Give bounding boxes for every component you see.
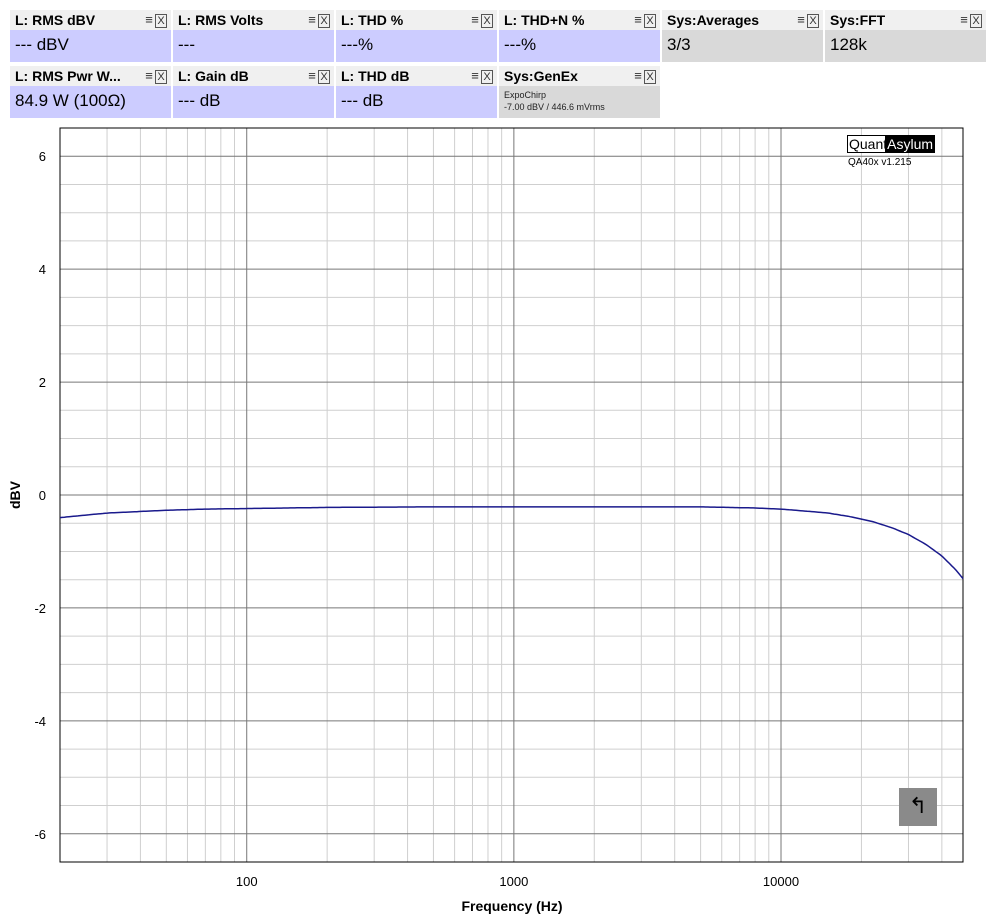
tile-value-area: 3/3 bbox=[662, 30, 823, 62]
tile-header: L: THD dB ≡ X bbox=[336, 66, 497, 86]
tile-header: Sys:GenEx ≡ X bbox=[499, 66, 660, 86]
measurement-tile: L: THD+N % ≡ X ---% bbox=[499, 10, 660, 62]
close-icon[interactable]: X bbox=[155, 14, 167, 28]
tile-value-area: --- dB bbox=[336, 86, 497, 118]
y-tick-label: -2 bbox=[34, 601, 46, 616]
tile-value-area: 128k bbox=[825, 30, 986, 62]
tile-header: L: RMS Pwr W... ≡ X bbox=[10, 66, 171, 86]
tile-title: L: Gain dB bbox=[178, 68, 249, 84]
logo-part-asylum: Asylum bbox=[885, 135, 936, 153]
y-tick-label: 6 bbox=[39, 149, 46, 164]
close-icon[interactable]: X bbox=[644, 70, 656, 84]
x-axis-label: Frequency (Hz) bbox=[461, 898, 562, 914]
close-icon[interactable]: X bbox=[481, 70, 493, 84]
tile-header: Sys:Averages ≡ X bbox=[662, 10, 823, 30]
tile-title: L: THD % bbox=[341, 12, 404, 28]
measurement-tile: Sys:GenEx ≡ X ExpoChirp -7.00 dBV / 446.6… bbox=[499, 66, 660, 118]
close-icon[interactable]: X bbox=[318, 14, 330, 28]
tile-header: L: THD % ≡ X bbox=[336, 10, 497, 30]
close-icon[interactable]: X bbox=[807, 14, 819, 28]
tile-value: 84.9 W (100Ω) bbox=[15, 91, 126, 110]
menu-icon[interactable]: ≡ bbox=[797, 12, 805, 27]
back-button[interactable]: ↰ bbox=[899, 788, 937, 826]
tile-value-area: ExpoChirp -7.00 dBV / 446.6 mVrms bbox=[499, 86, 660, 118]
tile-header: L: RMS Volts ≡ X bbox=[173, 10, 334, 30]
back-arrow-icon: ↰ bbox=[908, 793, 928, 818]
tile-title: L: THD+N % bbox=[504, 12, 585, 28]
tile-title: L: RMS dBV bbox=[15, 12, 96, 28]
tile-value: --- dBV bbox=[15, 35, 69, 54]
quantasylum-logo: QuantAsylum bbox=[847, 135, 936, 154]
measurement-tile: L: THD % ≡ X ---% bbox=[336, 10, 497, 62]
menu-icon[interactable]: ≡ bbox=[145, 68, 153, 83]
measurement-tile: L: Gain dB ≡ X --- dB bbox=[173, 66, 334, 118]
y-tick-label: -6 bbox=[34, 827, 46, 842]
tile-value-area: ---% bbox=[499, 30, 660, 62]
close-icon[interactable]: X bbox=[318, 70, 330, 84]
menu-icon[interactable]: ≡ bbox=[308, 12, 316, 27]
logo-part-quant: Quant bbox=[847, 135, 890, 153]
menu-icon[interactable]: ≡ bbox=[471, 12, 479, 27]
menu-icon[interactable]: ≡ bbox=[634, 12, 642, 27]
x-tick-label: 100 bbox=[236, 874, 258, 889]
menu-icon[interactable]: ≡ bbox=[634, 68, 642, 83]
tile-value-area: ---% bbox=[336, 30, 497, 62]
measurement-tile: L: RMS dBV ≡ X --- dBV bbox=[10, 10, 171, 62]
tile-header: Sys:FFT ≡ X bbox=[825, 10, 986, 30]
close-icon[interactable]: X bbox=[644, 14, 656, 28]
close-icon[interactable]: X bbox=[155, 70, 167, 84]
major-grid bbox=[60, 128, 963, 862]
y-axis-ticks: -6 -4 -2 0 2 4 6 bbox=[34, 149, 46, 842]
tile-title: L: RMS Pwr W... bbox=[15, 68, 121, 84]
y-tick-label: 0 bbox=[39, 488, 46, 503]
tile-title: Sys:Averages bbox=[667, 12, 760, 28]
tile-value: ---% bbox=[341, 35, 374, 54]
measurement-tile: Sys:Averages ≡ X 3/3 bbox=[662, 10, 823, 62]
tile-value: --- bbox=[178, 35, 195, 54]
tile-value: --- dB bbox=[341, 91, 384, 110]
tile-title: Sys:FFT bbox=[830, 12, 886, 28]
y-tick-label: 2 bbox=[39, 375, 46, 390]
tile-generator-type: ExpoChirp bbox=[504, 90, 547, 100]
measurement-tile: L: RMS Volts ≡ X --- bbox=[173, 10, 334, 62]
y-axis-label: dBV bbox=[7, 480, 23, 509]
x-tick-label: 1000 bbox=[499, 874, 528, 889]
tile-header: L: Gain dB ≡ X bbox=[173, 66, 334, 86]
tile-value-area: --- dBV bbox=[10, 30, 171, 62]
tile-value: --- dB bbox=[178, 91, 221, 110]
tile-title: L: RMS Volts bbox=[178, 12, 264, 28]
tile-title: L: THD dB bbox=[341, 68, 410, 84]
tile-value: 128k bbox=[830, 35, 867, 54]
response-curve bbox=[59, 506, 964, 580]
measurement-tile: Sys:FFT ≡ X 128k bbox=[825, 10, 986, 62]
tile-header: L: RMS dBV ≡ X bbox=[10, 10, 171, 30]
x-tick-label: 10000 bbox=[763, 874, 799, 889]
close-icon[interactable]: X bbox=[970, 14, 982, 28]
tile-value: ---% bbox=[504, 35, 537, 54]
menu-icon[interactable]: ≡ bbox=[308, 68, 316, 83]
menu-icon[interactable]: ≡ bbox=[960, 12, 968, 27]
menu-icon[interactable]: ≡ bbox=[471, 68, 479, 83]
measurement-tile: L: THD dB ≡ X --- dB bbox=[336, 66, 497, 118]
measurement-tile: L: RMS Pwr W... ≡ X 84.9 W (100Ω) bbox=[10, 66, 171, 118]
close-icon[interactable]: X bbox=[481, 14, 493, 28]
x-axis-ticks: 100 1000 10000 bbox=[236, 874, 799, 889]
y-tick-label: -4 bbox=[34, 714, 46, 729]
tile-generator-level: -7.00 dBV / 446.6 mVrms bbox=[504, 102, 605, 112]
y-tick-label: 4 bbox=[39, 262, 46, 277]
tile-header: L: THD+N % ≡ X bbox=[499, 10, 660, 30]
tile-value: 3/3 bbox=[667, 35, 691, 54]
tile-title: Sys:GenEx bbox=[504, 68, 578, 84]
tile-value-area: 84.9 W (100Ω) bbox=[10, 86, 171, 118]
menu-icon[interactable]: ≡ bbox=[145, 12, 153, 27]
version-label: QA40x v1.215 bbox=[848, 157, 912, 168]
tile-value-area: --- dB bbox=[173, 86, 334, 118]
tile-value-area: --- bbox=[173, 30, 334, 62]
plot-frame bbox=[59, 127, 964, 863]
